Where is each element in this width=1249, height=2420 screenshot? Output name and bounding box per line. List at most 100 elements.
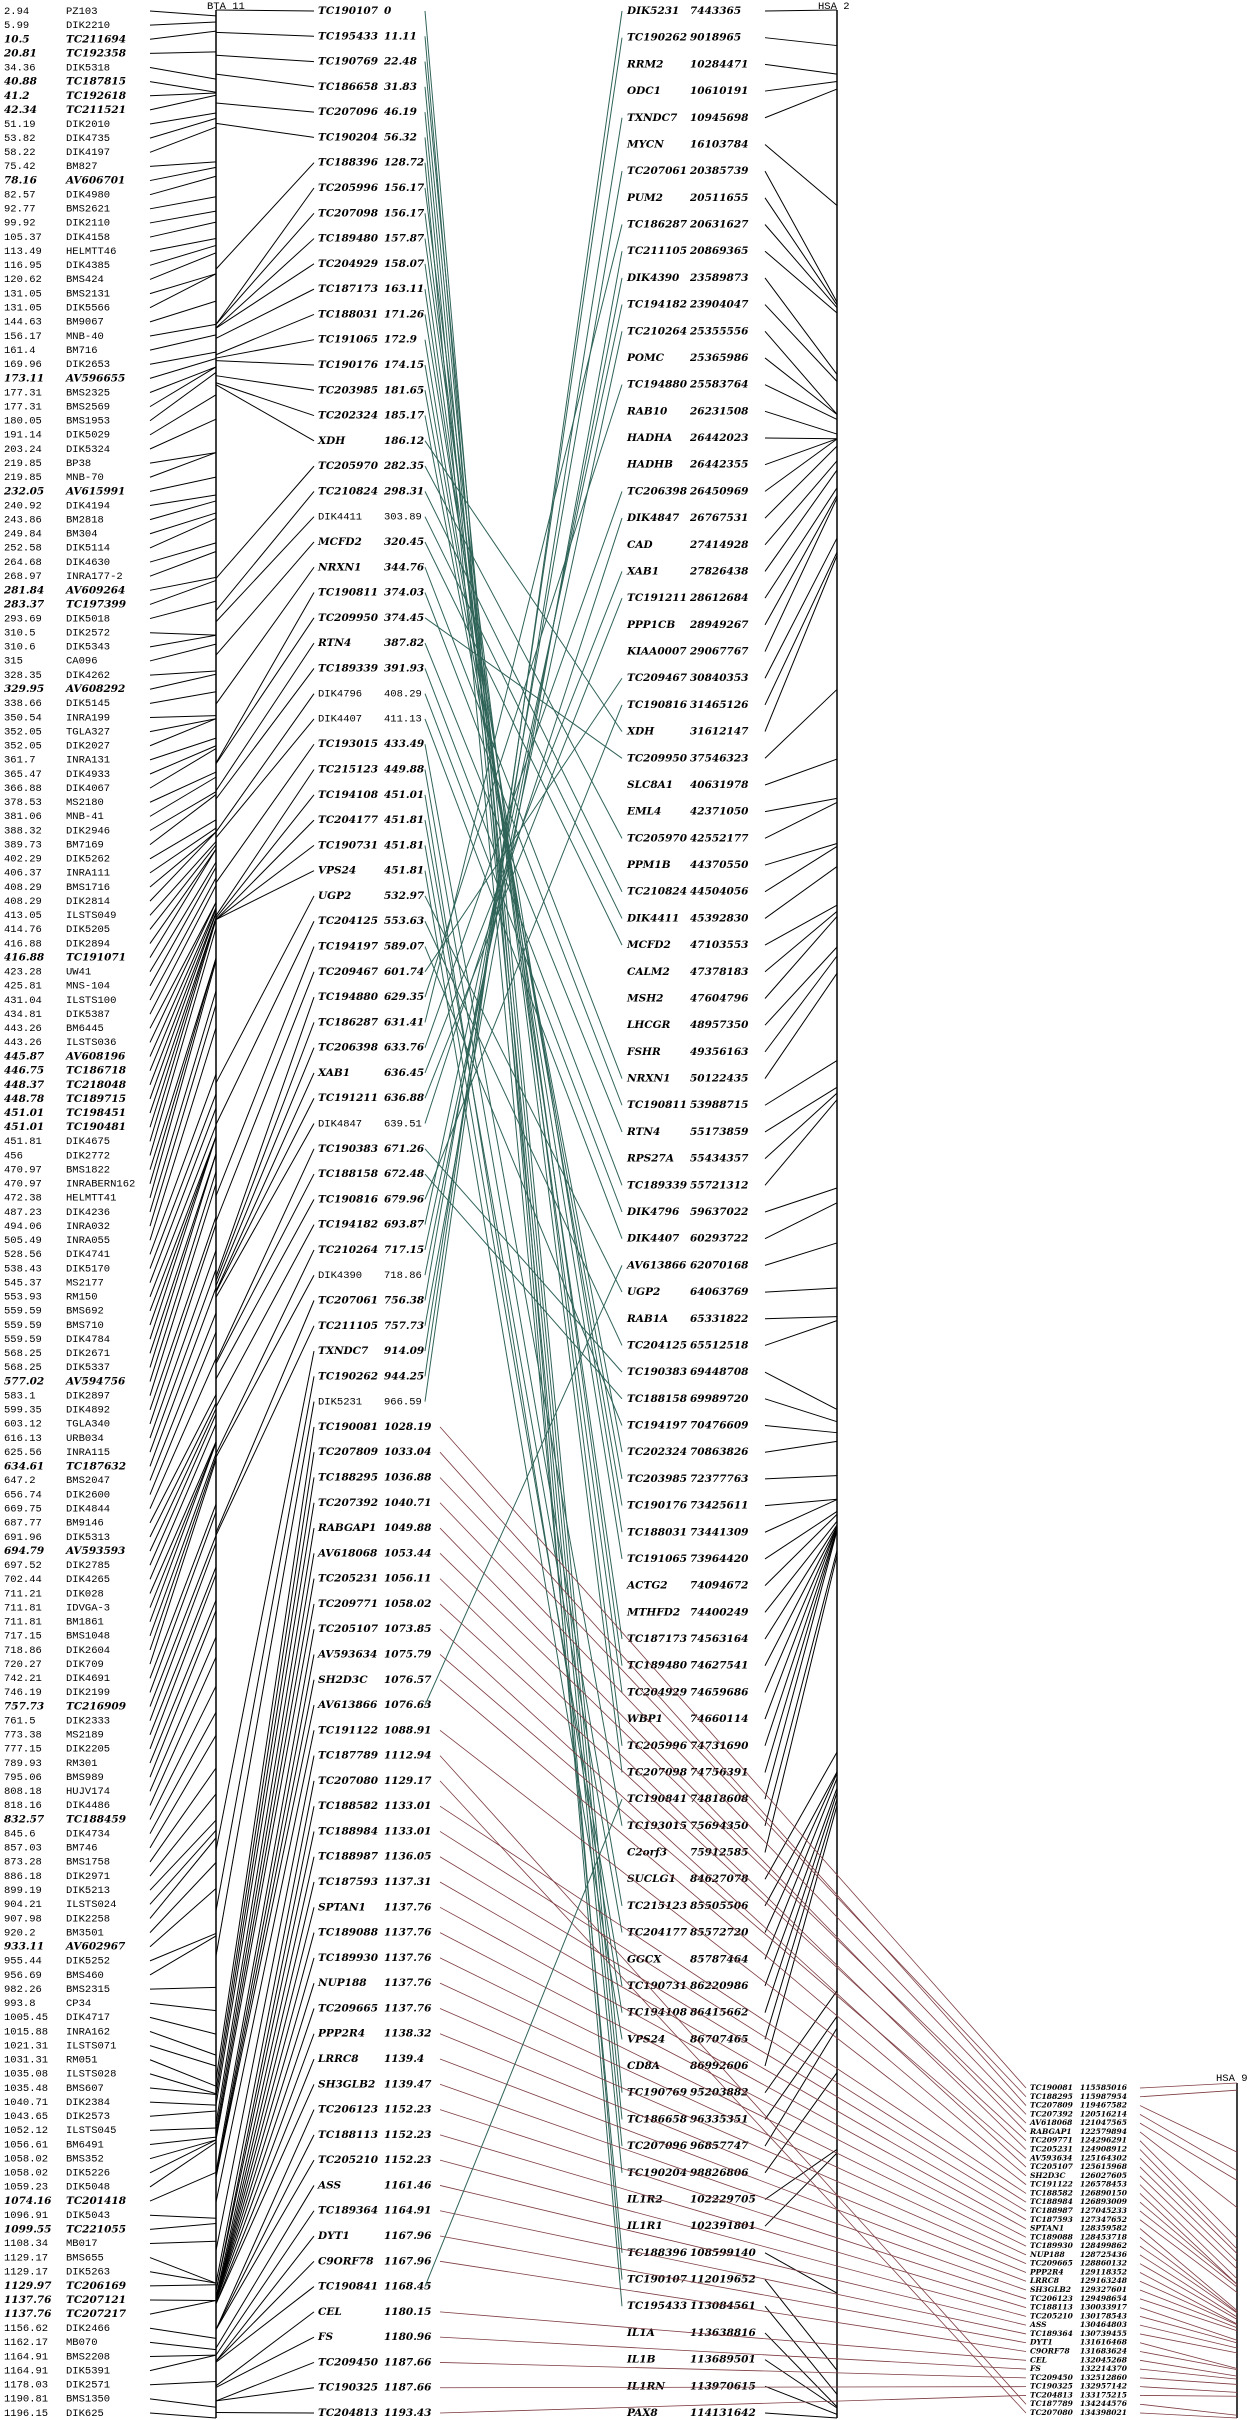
gene-name: SH2D3C — [1030, 2171, 1065, 2180]
entry-position: 1180.15 — [384, 2306, 432, 2318]
entry-name: TC190383 — [318, 1143, 378, 1155]
gene-name: TC187593 — [1030, 2215, 1073, 2224]
ortholog-link — [439, 2386, 1027, 2389]
gene-position: 126893009 — [1080, 2197, 1128, 2206]
gene-name: CAD — [627, 539, 654, 551]
entry-position: 1161.46 — [384, 2179, 432, 2191]
entry-link — [215, 360, 315, 366]
entry-name: TC205231 — [318, 1573, 378, 1585]
marker-position: 416.88 — [4, 938, 42, 950]
marker-name: DIK4980 — [66, 189, 110, 201]
entry-link — [215, 1426, 315, 2080]
gene-position: 102391801 — [690, 2220, 756, 2232]
entry-position: 693.87 — [384, 1219, 425, 1231]
marker-position: 413.05 — [4, 910, 42, 922]
marker-position: 352.05 — [4, 741, 42, 753]
marker-position: 177.31 — [4, 401, 42, 413]
entry-position: 0 — [384, 5, 392, 17]
marker-name: DIK5252 — [66, 1956, 110, 1968]
gene-link — [764, 1771, 838, 1907]
marker-name: TC206169 — [66, 2280, 127, 2292]
entry-position: 449.88 — [384, 764, 425, 776]
gene-link — [764, 1555, 838, 1853]
entry-link — [215, 1072, 315, 1292]
gene-name: TC191065 — [627, 1553, 687, 1565]
gene-name: SPTAN1 — [1030, 2224, 1064, 2233]
marker-position: 720.27 — [4, 1659, 42, 1671]
marker-name: DIK4385 — [66, 260, 110, 272]
marker-link — [149, 2223, 217, 2230]
gene-name: RTN4 — [626, 1126, 660, 1138]
marker-name: BMS692 — [66, 1306, 104, 1318]
marker-name: DIK2814 — [66, 896, 110, 908]
gene-name: AV613866 — [626, 1259, 687, 1271]
ortholog-link — [424, 946, 623, 1426]
entry-link — [215, 1274, 315, 1458]
gene-position: 74400249 — [690, 1606, 749, 1618]
ortholog-link — [439, 1477, 1027, 2098]
marker-link — [149, 2412, 217, 2419]
gene-link — [1139, 2175, 1238, 2270]
entry-position: 1075.79 — [384, 1648, 432, 1660]
marker-name: DIK5343 — [66, 642, 110, 654]
gene-name: TC190841 — [627, 1793, 687, 1805]
marker-link — [149, 1503, 217, 1679]
entry-position: 1076.57 — [384, 1674, 432, 1686]
hsa9-title: HSA 9 — [1216, 2073, 1248, 2085]
marker-position: 456 — [4, 1150, 23, 1162]
entry-name: TXNDC7 — [318, 1345, 369, 1357]
entry-link — [215, 870, 315, 920]
marker-position: 402.29 — [4, 854, 42, 866]
marker-position: 559.59 — [4, 1306, 42, 1318]
gene-link — [764, 1316, 838, 1320]
entry-link — [215, 1224, 315, 1408]
entry-position: 718.86 — [384, 1270, 422, 1282]
ortholog-link — [439, 1451, 1027, 2106]
marker-name: DIK2897 — [66, 1390, 110, 1402]
marker-name: DIK4630 — [66, 557, 110, 569]
marker-position: 20.81 — [3, 47, 37, 59]
gene-position: 55173859 — [690, 1126, 749, 1138]
ortholog-link — [439, 1906, 1027, 2229]
entry-position: 172.9 — [384, 334, 418, 346]
gene-position: 125615968 — [1080, 2162, 1128, 2171]
ortholog-link — [424, 617, 623, 759]
entry-link — [215, 1553, 315, 2131]
marker-link — [149, 2136, 217, 2146]
entry-link — [215, 313, 315, 356]
marker-link — [149, 1829, 217, 1905]
marker-position: 268.97 — [4, 571, 42, 583]
entry-link — [215, 516, 315, 623]
marker-name: BM6491 — [66, 2139, 104, 2151]
marker-position: 2.94 — [4, 6, 29, 18]
entry-link — [215, 288, 315, 339]
entry-position: 1033.04 — [384, 1446, 432, 1458]
gene-name: TC190769 — [627, 2087, 688, 2099]
marker-position: 687.77 — [4, 1518, 42, 1530]
gene-position: 10284471 — [690, 58, 748, 70]
entry-name: TC210824 — [318, 485, 378, 497]
gene-position: 55721312 — [690, 1179, 748, 1191]
marker-link — [149, 1107, 217, 1283]
ortholog-link — [424, 117, 623, 1352]
marker-link — [149, 2016, 217, 2035]
gene-name: TC203985 — [627, 1473, 687, 1485]
gene-link — [764, 410, 838, 435]
marker-link — [149, 1685, 217, 1820]
gene-position: 86220986 — [690, 1980, 749, 1992]
marker-position: 203.24 — [4, 444, 42, 456]
marker-link — [149, 632, 217, 636]
marker-name: DIK2384 — [66, 2097, 110, 2109]
marker-link — [149, 2398, 217, 2408]
entry-position: 387.82 — [384, 637, 424, 649]
entry-position: 163.11 — [384, 283, 424, 295]
marker-name: DIK4265 — [66, 1574, 110, 1586]
gene-position: 59637022 — [690, 1206, 748, 1218]
gene-link — [764, 555, 838, 732]
marker-name: BMS710 — [66, 1320, 104, 1332]
marker-name: DIK5043 — [66, 2210, 110, 2222]
entry-position: 391.93 — [384, 662, 424, 674]
entry-link — [215, 1755, 315, 2251]
gene-name: TC207098 — [627, 1766, 688, 1778]
